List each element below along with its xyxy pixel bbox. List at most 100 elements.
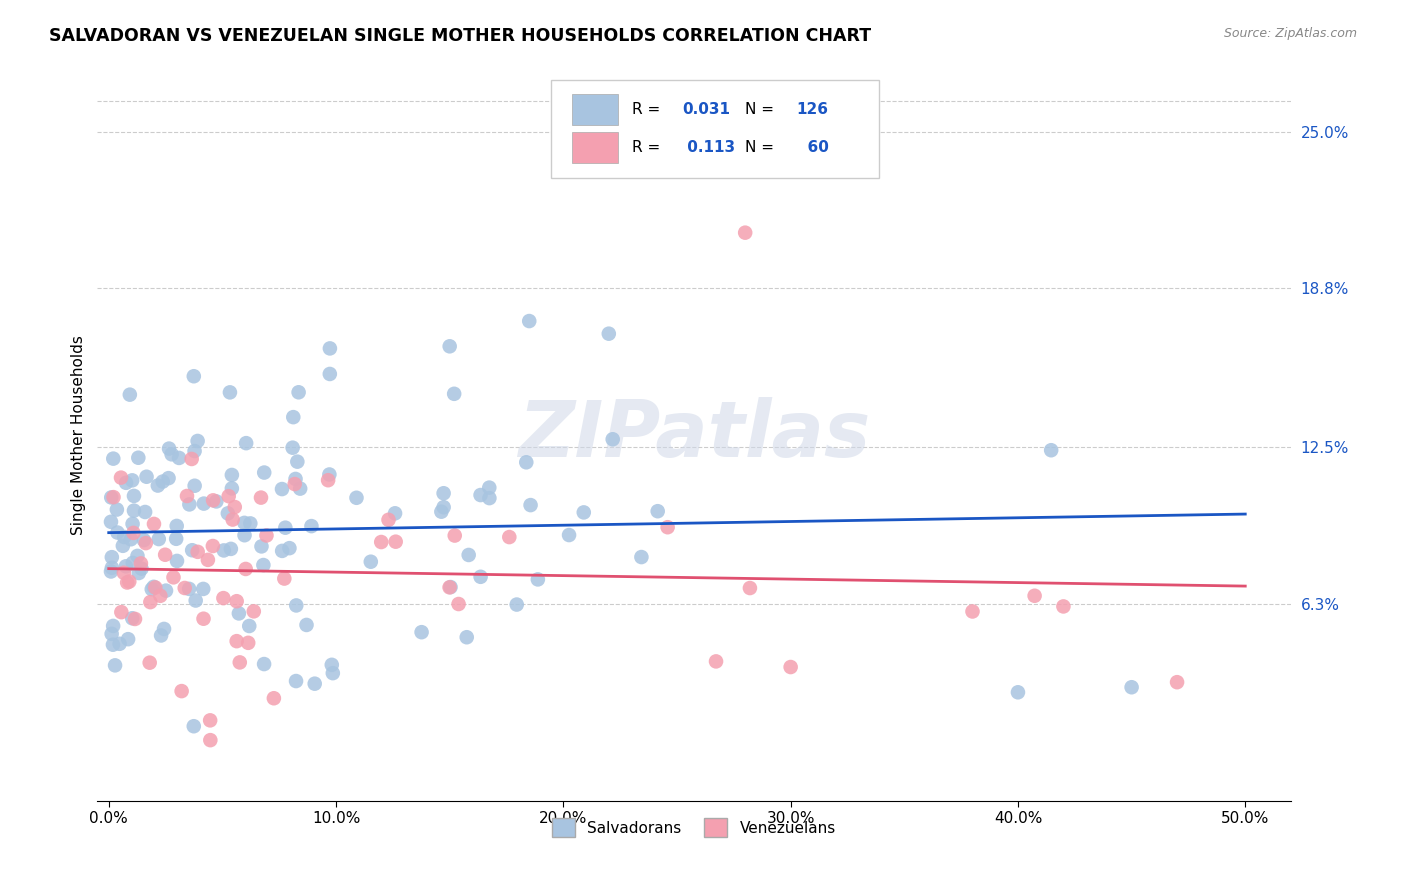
Point xyxy=(110,605,132,619)
Text: R =: R = xyxy=(631,102,665,117)
Text: N =: N = xyxy=(745,102,779,117)
Point xyxy=(122,525,145,540)
Text: 0.031: 0.031 xyxy=(682,102,730,117)
Point xyxy=(346,491,368,505)
Point xyxy=(217,507,239,521)
Point xyxy=(284,477,307,491)
Point xyxy=(100,515,122,529)
Point xyxy=(283,410,305,425)
Point xyxy=(527,573,550,587)
Point xyxy=(103,490,125,504)
Point xyxy=(304,676,326,690)
Point xyxy=(470,488,492,502)
Point xyxy=(271,482,294,496)
Point xyxy=(148,532,170,546)
Point xyxy=(157,471,180,485)
Point xyxy=(572,505,595,519)
Point xyxy=(235,562,257,576)
Text: R =: R = xyxy=(631,140,665,155)
Point xyxy=(121,516,143,531)
Point xyxy=(285,455,308,469)
Point xyxy=(1007,685,1029,699)
Point xyxy=(105,502,128,516)
Point xyxy=(184,593,207,607)
Text: Source: ZipAtlas.com: Source: ZipAtlas.com xyxy=(1223,27,1357,40)
Text: N =: N = xyxy=(745,140,779,155)
Point xyxy=(141,582,163,597)
Point xyxy=(121,474,143,488)
Point xyxy=(101,638,124,652)
Point xyxy=(128,566,150,580)
Point xyxy=(322,666,344,681)
Point xyxy=(103,451,125,466)
Point xyxy=(107,525,129,540)
Point xyxy=(112,530,135,544)
Point xyxy=(122,489,145,503)
Point xyxy=(598,326,620,341)
Point xyxy=(121,556,143,570)
Point xyxy=(167,450,190,465)
Point xyxy=(1166,675,1188,690)
Point xyxy=(457,548,479,562)
Point xyxy=(118,574,141,589)
Point xyxy=(470,570,492,584)
Point xyxy=(219,385,242,400)
Point xyxy=(319,342,342,356)
Point xyxy=(101,561,124,575)
Point xyxy=(122,503,145,517)
Point xyxy=(112,566,135,580)
Point xyxy=(224,500,246,514)
Point xyxy=(274,521,297,535)
Point xyxy=(139,595,162,609)
Point xyxy=(146,478,169,492)
Point xyxy=(284,472,307,486)
Point xyxy=(198,714,221,728)
Point xyxy=(370,535,392,549)
Text: 0.113: 0.113 xyxy=(682,140,735,155)
Point xyxy=(193,582,215,596)
Point xyxy=(243,604,266,618)
Point xyxy=(162,570,184,584)
Text: 60: 60 xyxy=(797,140,828,155)
Point xyxy=(143,581,166,595)
Point xyxy=(1040,443,1063,458)
Point xyxy=(519,498,541,512)
Point xyxy=(166,554,188,568)
Point xyxy=(118,387,141,401)
Point xyxy=(212,543,235,558)
Point xyxy=(433,486,456,500)
Point xyxy=(150,628,173,642)
Point xyxy=(278,541,301,556)
Point xyxy=(498,530,520,544)
Point xyxy=(319,367,342,381)
Point xyxy=(170,684,193,698)
Point xyxy=(962,605,984,619)
Point xyxy=(360,555,382,569)
Point xyxy=(439,580,461,594)
Point xyxy=(110,470,132,484)
Point xyxy=(384,506,406,520)
Text: 126: 126 xyxy=(797,102,828,117)
Point xyxy=(201,539,224,553)
Point xyxy=(738,581,761,595)
Point xyxy=(602,432,624,446)
Point xyxy=(233,528,256,542)
Point xyxy=(506,598,529,612)
Point xyxy=(187,434,209,448)
Point xyxy=(176,489,198,503)
Point xyxy=(135,536,157,550)
Point xyxy=(287,385,309,400)
Point xyxy=(179,497,201,511)
Point xyxy=(121,611,143,625)
Point xyxy=(100,491,122,505)
Point xyxy=(100,627,122,641)
Point xyxy=(127,549,149,563)
Point xyxy=(157,442,180,456)
Point xyxy=(202,493,225,508)
Point xyxy=(200,733,222,747)
Point xyxy=(225,634,247,648)
Point xyxy=(104,658,127,673)
Point xyxy=(433,500,456,515)
Point xyxy=(256,528,278,542)
Point xyxy=(321,657,343,672)
